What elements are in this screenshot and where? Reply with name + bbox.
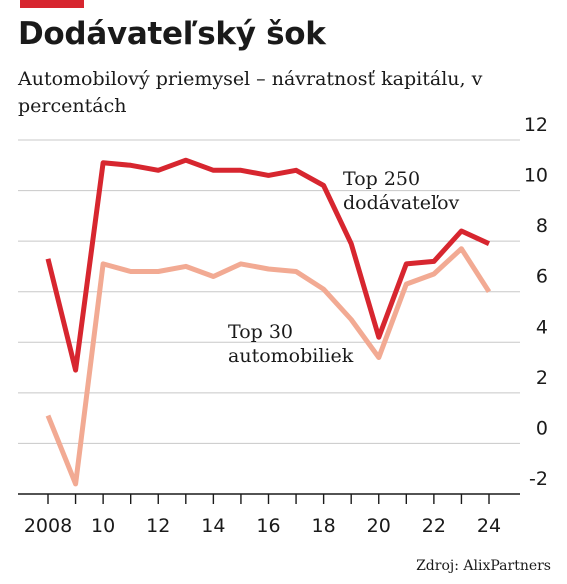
y-tick-label: -2 (529, 468, 548, 490)
x-tick-label: 16 (256, 515, 280, 537)
x-tick-label: 22 (422, 515, 446, 537)
y-tick-label: 8 (536, 215, 548, 237)
x-tick-label: 12 (146, 515, 170, 537)
series-lines (45, 157, 492, 487)
series-line-suppliers (45, 157, 491, 373)
y-tick-label: 4 (536, 316, 548, 338)
x-tick-label: 2008 (24, 515, 72, 537)
source-note: Zdroj: AlixPartners (416, 558, 551, 574)
y-axis-ticks: 12 10 8 6 4 2 0 -2 (524, 114, 548, 490)
x-tick-label: 14 (201, 515, 225, 537)
y-tick-label: 6 (536, 266, 548, 288)
y-tick-label: 0 (536, 417, 548, 439)
x-tick-label: 24 (477, 515, 501, 537)
x-tick-label: 10 (91, 515, 115, 537)
series-label-suppliers: Top 250 dodávateľov (343, 168, 460, 214)
chart-title: Dodávateľský šok (18, 16, 326, 52)
series-line-carmakers (45, 246, 492, 487)
x-tick-label: 20 (367, 515, 391, 537)
x-axis (18, 493, 520, 504)
x-tick-label: 18 (312, 515, 336, 537)
x-axis-ticks: 2008 10 12 14 16 18 20 22 24 (24, 515, 501, 537)
y-tick-label: 12 (524, 114, 548, 136)
y-tick-label: 10 (524, 165, 548, 187)
series-label-carmakers: Top 30 automobiliek (228, 321, 354, 367)
accent-bar (20, 0, 84, 8)
chart-subtitle: Automobilový priemysel – návratnosť kapi… (18, 68, 483, 117)
y-tick-label: 2 (536, 367, 548, 389)
gridlines (18, 139, 520, 444)
